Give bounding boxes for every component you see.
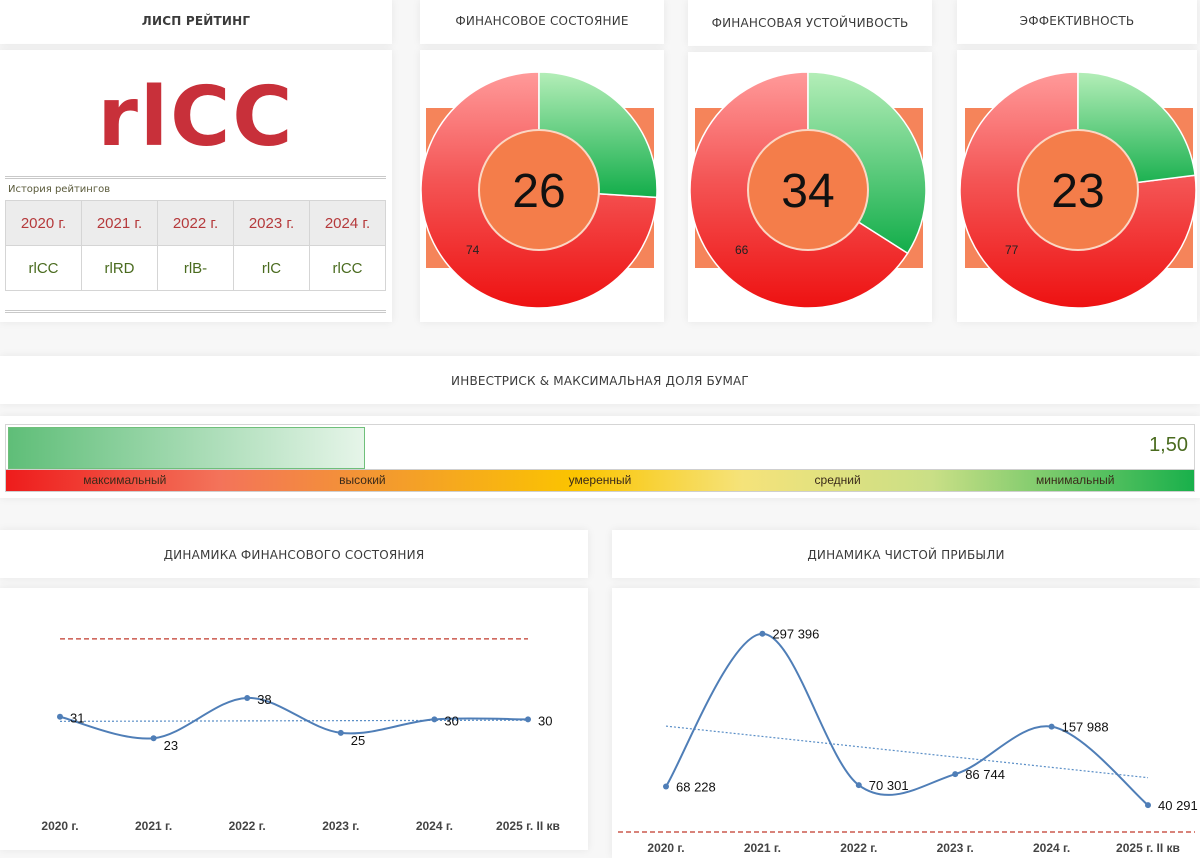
- scale-label: высокий: [339, 473, 386, 487]
- gauge-title: ФИНАНСОВАЯ УСТОЙЧИВОСТЬ: [711, 16, 909, 30]
- x-tick-label: 2020 г.: [41, 819, 78, 833]
- x-tick-label: 2022 г.: [840, 841, 877, 855]
- chart-card: [612, 588, 1200, 858]
- history-rating: rlCC: [309, 245, 386, 291]
- data-label: 25: [351, 733, 365, 748]
- data-point: [57, 713, 63, 720]
- scale-label: минимальный: [1035, 473, 1115, 487]
- data-point: [1048, 723, 1055, 730]
- x-tick-label: 2023 г.: [937, 841, 974, 855]
- series-line: [665, 632, 1149, 806]
- x-tick-label: 2024 г.: [416, 819, 453, 833]
- history-rating: rlB-: [157, 245, 234, 291]
- scale-label: умеренный: [568, 473, 632, 487]
- gauge-header-efficiency: ЭФФЕКТИВНОСТЬ: [957, 0, 1197, 44]
- data-point: [855, 782, 862, 789]
- rating-history-table: 2020 г. 2021 г. 2022 г. 2023 г. 2024 г. …: [5, 200, 386, 291]
- x-tick-label: 2022 г.: [229, 819, 266, 833]
- data-label: 157 988: [1062, 720, 1109, 735]
- history-year: 2022 г.: [157, 200, 234, 246]
- data-point: [663, 783, 669, 790]
- data-label: 297 396: [772, 627, 819, 642]
- chart-header-net-profit: ДИНАМИКА ЧИСТОЙ ПРИБЫЛИ: [612, 530, 1200, 578]
- history-rating: rlCC: [5, 245, 82, 291]
- divider: [5, 176, 386, 177]
- data-point: [759, 630, 766, 637]
- scale-label: средний: [814, 473, 861, 487]
- data-label: 30: [444, 713, 458, 728]
- risk-scale: максимальный высокий умеренный средний м…: [5, 469, 1195, 492]
- scale-label: максимальный: [83, 473, 167, 487]
- x-tick-label: 2021 г.: [744, 841, 781, 855]
- investrisk-value: 1,50: [1149, 434, 1188, 456]
- data-label: 23: [164, 738, 178, 753]
- trendline: [665, 725, 1149, 779]
- gauge-title: ФИНАНСОВОЕ СОСТОЯНИЕ: [455, 14, 629, 28]
- chart-header-financial-state: ДИНАМИКА ФИНАНСОВОГО СОСТОЯНИЯ: [0, 530, 588, 578]
- history-label: История рейтингов: [8, 184, 111, 195]
- history-rating: rlRD: [81, 245, 158, 291]
- table-row: rlCC rlRD rlB- rlC rlCC: [5, 245, 386, 291]
- chart-financial-state: 31 23 38 25 30 30 2020 г. 2021 г. 2022 г. 2023 г.…: [41, 638, 560, 833]
- data-label: 40 291: [1158, 798, 1198, 813]
- history-year: 2023 г.: [233, 200, 310, 246]
- data-label: 38: [257, 692, 271, 707]
- gauge-header-financial-stability: ФИНАНСОВАЯ УСТОЙЧИВОСТЬ: [688, 0, 932, 46]
- chart-net-profit: 68 228 297 396 70 301 86 744 157 988 40 291 20…: [618, 627, 1198, 855]
- rating-logo: rlCC: [97, 70, 295, 165]
- data-point: [431, 716, 438, 723]
- table-row: 2020 г. 2021 г. 2022 г. 2023 г. 2024 г.: [5, 200, 386, 246]
- chart-title: ДИНАМИКА ФИНАНСОВОГО СОСТОЯНИЯ: [163, 548, 425, 562]
- x-tick-label: 2023 г.: [322, 819, 359, 833]
- divider: [5, 178, 386, 179]
- history-year: 2020 г.: [5, 200, 82, 246]
- investrisk-fill: [8, 427, 366, 469]
- gauge-header-financial-state: ФИНАНСОВОЕ СОСТОЯНИЕ: [420, 0, 664, 44]
- data-label: 70 301: [869, 778, 909, 793]
- data-label: 68 228: [676, 780, 716, 795]
- data-point: [150, 735, 157, 742]
- data-point: [337, 729, 344, 736]
- gauge-title: ЭФФЕКТИВНОСТЬ: [1019, 14, 1135, 28]
- x-tick-label: 2025 г. II кв: [496, 819, 560, 833]
- rating-header: ЛИСП РЕЙТИНГ: [0, 0, 392, 44]
- x-tick-label: 2020 г.: [647, 841, 684, 855]
- investrisk-header: ИНВЕСТРИСК & МАКСИМАЛЬНАЯ ДОЛЯ БУМАГ: [0, 356, 1200, 404]
- x-tick-label: 2021 г.: [135, 819, 172, 833]
- data-label: 30: [538, 713, 552, 728]
- rating-title: ЛИСП РЕЙТИНГ: [141, 14, 251, 28]
- history-year: 2024 г.: [309, 200, 386, 246]
- investrisk-bar: 1,50: [5, 424, 1195, 470]
- data-point: [1145, 802, 1151, 809]
- divider: [5, 312, 386, 313]
- x-tick-label: 2025 г. II кв: [1116, 841, 1180, 855]
- data-label: 31: [70, 711, 84, 726]
- investrisk-title: ИНВЕСТРИСК & МАКСИМАЛЬНАЯ ДОЛЯ БУМАГ: [451, 374, 749, 388]
- data-point: [244, 694, 251, 701]
- data-point: [952, 771, 959, 778]
- data-point: [525, 716, 531, 723]
- data-label: 86 744: [965, 767, 1005, 782]
- history-rating: rlC: [233, 245, 310, 291]
- x-tick-label: 2024 г.: [1033, 841, 1070, 855]
- series-line: [59, 696, 529, 740]
- chart-title: ДИНАМИКА ЧИСТОЙ ПРИБЫЛИ: [807, 548, 1005, 562]
- divider: [5, 310, 386, 311]
